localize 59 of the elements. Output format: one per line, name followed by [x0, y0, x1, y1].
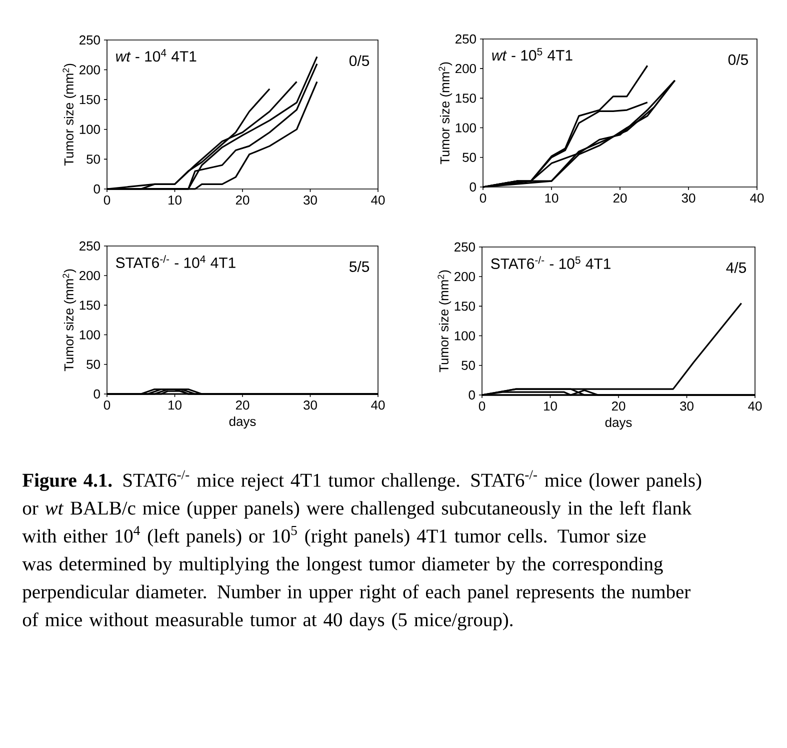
y-tick-label: 250	[80, 35, 100, 45]
x-tick-label: 0	[104, 400, 110, 410]
y-tick-label: 0	[470, 182, 476, 192]
annotation: 4/5	[726, 262, 746, 273]
x-tick-label: 40	[371, 196, 385, 205]
x-tick-label: 20	[613, 194, 627, 203]
annotation: 0/5	[728, 54, 748, 65]
x-tick-label: 0	[478, 402, 486, 411]
y-tick-label: 200	[80, 65, 100, 74]
y-tick-label: 250	[454, 242, 475, 252]
text: wt - 10$^{5}$ 4T1	[492, 48, 572, 61]
y-tick-label: 150	[456, 94, 476, 103]
x-tick-label: 0	[104, 196, 110, 205]
y-tick-label: 50	[86, 360, 100, 369]
text: Figure 4.1. STAT6$^{-/-}$ mice reject 4T1 tumor challenge. STAT6$^{-/-}$ mice (lower panels) or wt BALB/c mice (upper panels) were challenged subcutaneously in the left flank with either 10$^{4}$ (left panels) or 10$^{5}$ (right panels) 4T1 tumor cells. Tumor size was determined by multiplying the longest tumor diameter by the corresponding perpendicular diameter. Number in upper right of each panel represents the number of mice without measurable tumor at 40 days (5 mice/group).	[22, 470, 702, 630]
x-tick-label: 10	[545, 194, 558, 203]
x-tick-label: 20	[236, 400, 250, 410]
y-tick-label: 0	[94, 184, 100, 194]
y-tick-label: 0	[468, 390, 475, 400]
x-tick-label: 40	[371, 400, 385, 410]
y-tick-label: 100	[454, 331, 475, 340]
x-tick-label: 30	[304, 196, 317, 205]
x-tick-label: 10	[168, 196, 182, 205]
y-tick-label: 100	[80, 330, 100, 340]
y-tick-label: 150	[80, 94, 100, 104]
annotation: 5/5	[350, 260, 370, 272]
x-tick-label: 10	[168, 400, 182, 410]
y-tick-label: 150	[454, 302, 475, 311]
x-tick-label: 40	[748, 402, 762, 411]
y-tick-label: 200	[80, 270, 100, 280]
y-tick-label: 0	[94, 389, 100, 399]
y-axis-title: Tumor size (mm$^{2}$)	[62, 269, 76, 372]
annotation: 0/5	[349, 55, 370, 66]
text: STAT6$^{-/-}$ - 10$^{4}$ 4T1	[116, 255, 236, 268]
text: STAT6$^{-/-}$ - 10$^{5}$ 4T1	[491, 256, 610, 269]
y-tick-label: 250	[456, 34, 476, 44]
x-tick-label: 20	[612, 402, 626, 411]
y-tick-label: 150	[80, 300, 100, 310]
y-tick-label: 50	[86, 154, 100, 164]
x-axis-title: days	[605, 418, 632, 430]
x-tick-label: 30	[682, 194, 696, 203]
x-axis-title: days	[229, 416, 256, 429]
y-tick-label: 200	[456, 64, 476, 74]
x-tick-label: 30	[304, 400, 317, 410]
y-tick-label: 50	[462, 360, 475, 370]
y-tick-label: 100	[80, 124, 100, 134]
x-tick-label: 40	[750, 194, 764, 203]
y-tick-label: 100	[456, 123, 476, 132]
x-tick-label: 20	[236, 196, 250, 205]
y-tick-label: 50	[462, 152, 476, 162]
y-tick-label: 200	[454, 272, 475, 282]
y-tick-label: 250	[80, 241, 100, 251]
x-tick-label: 30	[680, 402, 694, 411]
text: wt - 10$^{4}$ 4T1	[116, 49, 196, 62]
y-axis-title: Tumor size (mm$^{2}$)	[438, 62, 452, 164]
x-tick-label: 0	[480, 194, 486, 203]
y-axis-title: Tumor size (mm$^{2}$)	[62, 64, 76, 166]
x-tick-label: 10	[544, 402, 557, 411]
y-axis-title: Tumor size (mm$^{2}$)	[438, 270, 452, 372]
